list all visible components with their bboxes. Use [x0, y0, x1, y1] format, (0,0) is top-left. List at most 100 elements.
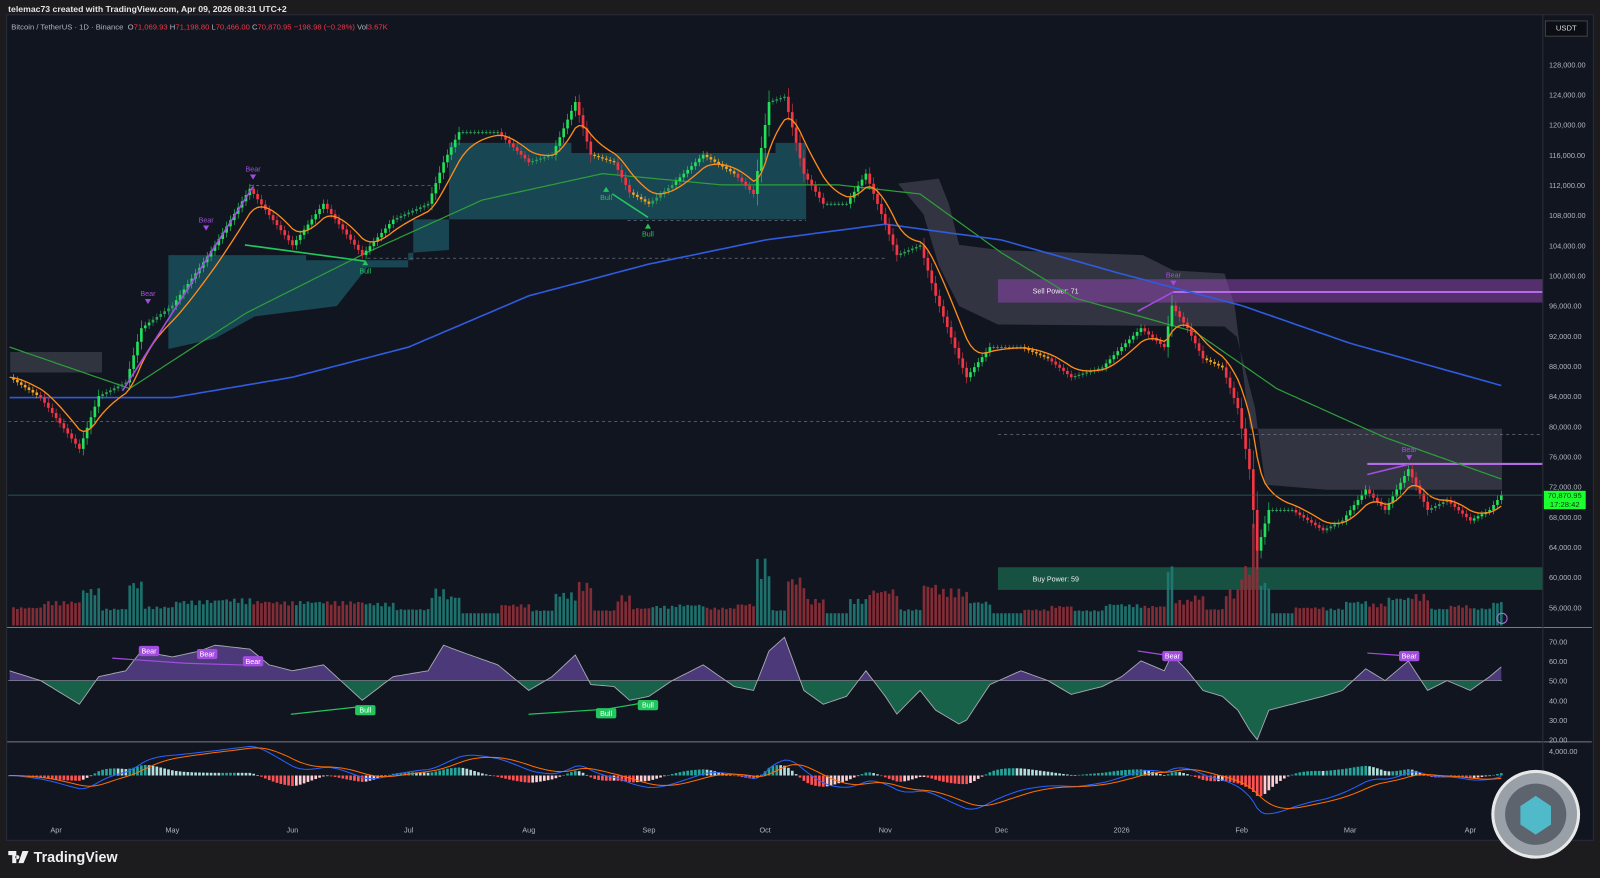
- macd-hist-bar: [852, 775, 856, 778]
- date-tick: Dec: [995, 826, 1008, 835]
- macd-hist-bar: [1499, 773, 1503, 776]
- volume-bar: [446, 599, 449, 626]
- candle: [291, 235, 294, 250]
- candle: [593, 152, 596, 159]
- candle-body: [1182, 316, 1185, 323]
- volume-bar: [384, 602, 387, 626]
- rsi-signal-badge: [242, 656, 264, 667]
- currency-button[interactable]: USDT: [1544, 20, 1588, 37]
- candle-body: [1267, 509, 1271, 524]
- candle-body: [1418, 485, 1422, 494]
- volume-bar: [1406, 597, 1410, 626]
- macd-hist-bar: [1329, 770, 1333, 776]
- macd-hist-bar: [1139, 769, 1143, 776]
- candle: [628, 179, 631, 198]
- candle-body: [1038, 353, 1042, 356]
- candle: [1236, 391, 1240, 415]
- candle-body: [1197, 343, 1201, 351]
- macd-hist-bar: [1410, 769, 1414, 776]
- volume-bar: [43, 603, 46, 626]
- candle: [651, 197, 655, 208]
- candle-body: [1321, 527, 1325, 531]
- candle: [907, 247, 910, 255]
- macd-hist-bar: [341, 775, 345, 779]
- candle: [558, 131, 562, 152]
- volume-bar: [721, 607, 724, 626]
- macd-hist-bar: [1190, 775, 1193, 777]
- macd-hist-bar: [442, 769, 445, 776]
- candle: [275, 215, 279, 230]
- volume-bar: [1166, 571, 1170, 626]
- candle-body: [50, 407, 54, 413]
- candle-body: [171, 305, 174, 309]
- candle-body: [725, 166, 728, 169]
- candle: [1341, 517, 1344, 526]
- macd-hist-bar: [159, 767, 163, 776]
- candle-body: [387, 224, 391, 229]
- candle-body: [992, 347, 996, 349]
- candle-body: [1224, 367, 1228, 378]
- candle-body: [484, 132, 488, 134]
- macd-hist-bar: [1116, 770, 1120, 776]
- candle: [81, 431, 85, 456]
- candle-body: [376, 237, 380, 242]
- candle-body: [585, 128, 589, 142]
- candle-body: [1449, 500, 1453, 504]
- candle-body: [461, 132, 465, 134]
- volume-bar: [868, 595, 872, 626]
- volume-bar: [1046, 610, 1050, 626]
- volume-bar: [1174, 603, 1178, 626]
- candle-body: [996, 347, 999, 349]
- macd-hist-bar: [333, 775, 337, 777]
- candle: [66, 424, 70, 438]
- volume-bar: [601, 610, 604, 626]
- candle: [1310, 516, 1313, 526]
- candle-body: [1410, 469, 1414, 478]
- volume-bar: [306, 601, 310, 626]
- macd-hist-bar: [101, 769, 104, 776]
- macd-hist-bar: [891, 775, 895, 781]
- volume-bar: [457, 597, 461, 626]
- candle: [1232, 381, 1236, 405]
- macd-hist-bar: [1403, 769, 1406, 776]
- volume-bar: [554, 593, 558, 626]
- triangle-down-icon: [1170, 280, 1177, 286]
- candle-body: [841, 203, 844, 205]
- candle-body: [140, 328, 143, 342]
- volume-bar: [1441, 609, 1445, 626]
- volume-bar: [961, 596, 965, 626]
- macd-hist-bar: [120, 768, 124, 776]
- candle-body: [969, 372, 972, 378]
- candle-body: [345, 229, 349, 235]
- macd-hist-bar: [1066, 774, 1069, 776]
- macd-hist-bar: [260, 775, 263, 777]
- candle: [1213, 359, 1216, 367]
- tradingview-logo[interactable]: TradingView: [8, 849, 118, 865]
- candle-body: [279, 225, 283, 231]
- candle: [690, 162, 693, 174]
- macd-hist-bar: [368, 775, 372, 781]
- volume-bar: [1434, 609, 1437, 626]
- volume-bar: [182, 600, 186, 626]
- candle-body: [825, 203, 829, 205]
- candle: [771, 97, 775, 105]
- volume-bar: [260, 603, 263, 626]
- candle-body: [1252, 469, 1255, 510]
- volume-label: Vol: [357, 22, 368, 32]
- candle: [802, 149, 806, 183]
- candle: [984, 347, 988, 362]
- volume-bar: [1035, 609, 1038, 626]
- symbol-name[interactable]: Bitcoin / TetherUS · 1D · Binance: [11, 22, 124, 32]
- candle-body: [562, 128, 566, 138]
- macd-hist-bar: [190, 772, 194, 776]
- candle-body: [1275, 509, 1278, 511]
- volume-bar: [1170, 566, 1174, 626]
- candle: [1201, 345, 1205, 364]
- candle-body: [1364, 489, 1368, 495]
- volume-bar: [1337, 608, 1340, 626]
- candle-body: [740, 177, 744, 182]
- candle: [705, 151, 709, 161]
- candle-body: [399, 216, 403, 218]
- candle-body: [1004, 347, 1007, 349]
